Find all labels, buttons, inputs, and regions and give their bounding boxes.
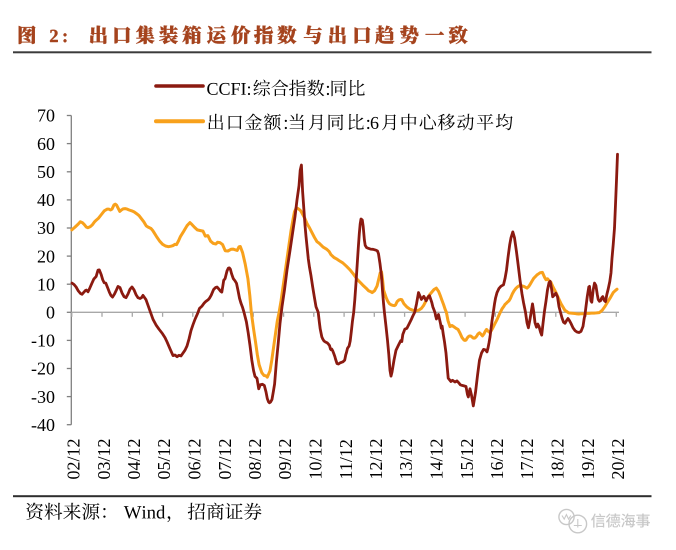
svg-text:50: 50	[37, 162, 55, 182]
svg-text:11/12: 11/12	[336, 439, 356, 479]
svg-text:20: 20	[37, 246, 55, 266]
svg-text:17/12: 17/12	[517, 438, 537, 479]
svg-text:19/12: 19/12	[578, 438, 598, 479]
svg-text:03/12: 03/12	[94, 438, 114, 479]
svg-text:40: 40	[37, 190, 55, 210]
svg-text:30: 30	[37, 218, 55, 238]
svg-text:02/12: 02/12	[64, 438, 84, 479]
svg-text:15/12: 15/12	[457, 438, 477, 479]
svg-text:06/12: 06/12	[185, 438, 205, 479]
svg-text:13/12: 13/12	[396, 438, 416, 479]
svg-text:09/12: 09/12	[275, 438, 295, 479]
svg-text:-20: -20	[31, 359, 55, 379]
svg-text:10: 10	[37, 274, 55, 294]
svg-text:14/12: 14/12	[427, 438, 447, 479]
svg-text:-10: -10	[31, 331, 55, 351]
svg-text:-30: -30	[31, 387, 55, 407]
svg-text:0: 0	[46, 303, 55, 323]
svg-text:16/12: 16/12	[487, 438, 507, 479]
svg-text:-40: -40	[31, 415, 55, 435]
svg-text:07/12: 07/12	[215, 438, 235, 479]
svg-text:05/12: 05/12	[154, 438, 174, 479]
svg-text:18/12: 18/12	[548, 438, 568, 479]
svg-text:60: 60	[37, 134, 55, 154]
svg-text:70: 70	[37, 106, 55, 126]
svg-text:04/12: 04/12	[124, 438, 144, 479]
svg-text:12/12: 12/12	[366, 438, 386, 479]
svg-text:08/12: 08/12	[245, 438, 265, 479]
svg-text:20/12: 20/12	[608, 438, 628, 479]
svg-text:10/12: 10/12	[306, 438, 326, 479]
